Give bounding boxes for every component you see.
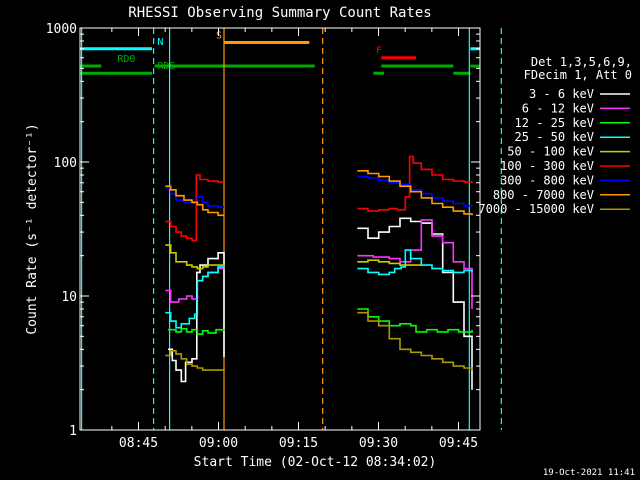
legend-label-25-50-kev: 25 - 50 keV: [515, 130, 594, 144]
y-tick-label-1000: 1000: [46, 22, 77, 37]
series-line-100-300-kev-0: [165, 174, 224, 242]
legend-label-100-300-kev: 100 - 300 keV: [500, 159, 594, 173]
flag-label-rd0: RD0: [117, 54, 135, 65]
legend-header-line-2: FDecim 1, Att 0: [524, 68, 632, 82]
legend-label-800-7000-kev: 800 - 7000 keV: [493, 188, 594, 202]
series-line-7000-15000-kev-0: [165, 350, 225, 371]
legend-label-300-800-kev: 300 - 800 keV: [500, 173, 594, 187]
legend-label-3-6-kev: 3 - 6 keV: [529, 87, 594, 101]
x-tick-label-09-45: 09:45: [439, 436, 478, 451]
axes-layer: 08:45 09:00 09:15 09:30 09:45 1 10 100 1000: [46, 22, 481, 451]
y-axis-label: Count Rate (s⁻¹ detector⁻¹): [25, 123, 40, 334]
series-line-100-300-kev-1: [357, 155, 473, 212]
series-line-6-12-kev-1: [357, 219, 473, 309]
series-line-50-100-kev-0: [165, 244, 225, 270]
chart-title: RHESSI Observing Summary Count Rates: [128, 5, 431, 21]
series-line-12-25-kev-0: [168, 327, 225, 335]
series-line-50-100-kev-1: [357, 259, 422, 266]
x-tick-label-09-30: 09:30: [359, 436, 398, 451]
footer-date: 19-Oct-2021 11:41: [543, 468, 635, 478]
legend-label-7000-15000-kev: 7000 - 15000 keV: [478, 202, 594, 216]
legend-label-50-100-kev: 50 - 100 keV: [507, 145, 594, 159]
y-tick-label-100: 100: [54, 156, 77, 171]
plot-frame: [79, 27, 481, 431]
series-line-300-800-kev-1: [357, 175, 472, 207]
series-line-25-50-kev-0: [165, 266, 225, 329]
x-tick-label-08-45: 08:45: [119, 436, 158, 451]
series-line-300-800-kev-0: [165, 187, 224, 208]
x-tick-label-09-15: 09:15: [279, 436, 318, 451]
series-line-12-25-kev-1: [357, 308, 473, 333]
y-tick-label-1: 1: [69, 424, 77, 439]
data-layer: N S F RD0 RD6: [80, 28, 502, 430]
flag-label-rd6: RD6: [157, 61, 175, 72]
x-tick-label-09-00: 09:00: [199, 436, 238, 451]
y-tick-label-10: 10: [61, 290, 77, 305]
legend-label-12-25-kev: 12 - 25 keV: [515, 116, 594, 130]
flag-label-s: S: [216, 30, 222, 41]
series-line-800-7000-kev-1: [357, 170, 473, 216]
series-line-7000-15000-kev-1: [357, 311, 473, 371]
legend: Det 1,3,5,6,9, FDecim 1, Att 0 3 - 6 keV…: [478, 55, 632, 216]
series-line-800-7000-kev-0: [165, 185, 224, 217]
legend-header-line-1: Det 1,3,5,6,9,: [531, 55, 632, 69]
flag-label-f: F: [376, 46, 382, 57]
series-line-25-50-kev-1: [357, 249, 473, 276]
series-line-3-6-kev-0: [168, 252, 225, 383]
flag-label-n: N: [157, 37, 163, 48]
x-axis-label: Start Time (02-Oct-12 08:34:02): [194, 455, 437, 470]
legend-label-6-12-kev: 6 - 12 keV: [522, 101, 594, 115]
